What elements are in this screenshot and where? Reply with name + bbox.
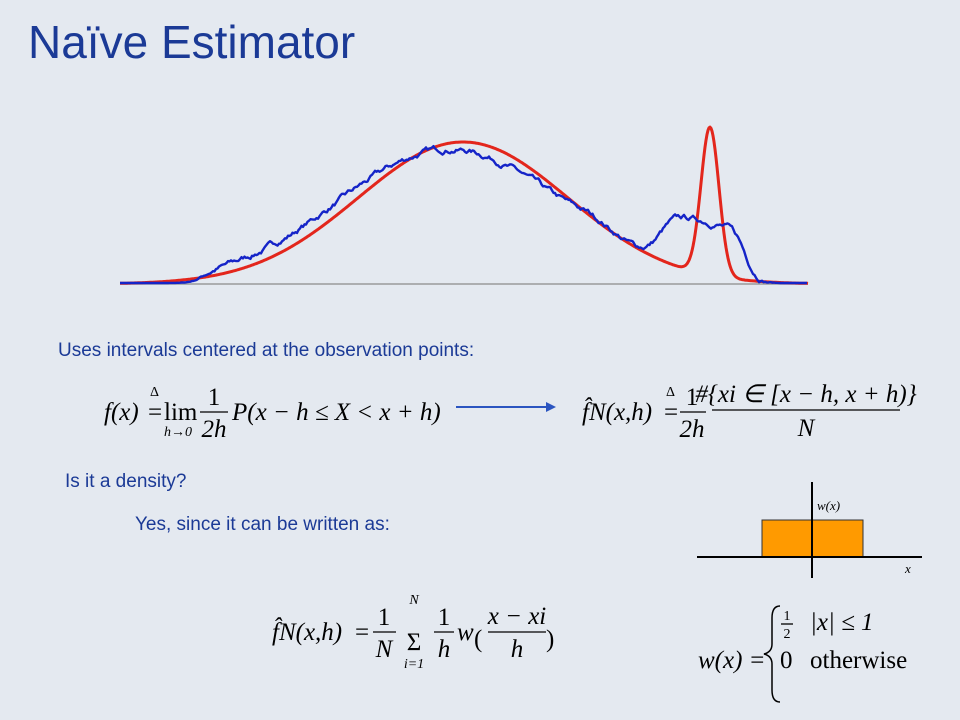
math: Σ: [407, 629, 422, 656]
math: w: [457, 619, 474, 646]
intro-text: Uses intervals centered at the observati…: [58, 340, 474, 361]
answer-text: Yes, since it can be written as:: [135, 514, 390, 535]
math: N: [375, 636, 394, 663]
math: 2h: [202, 416, 227, 443]
axis-label: w(x): [817, 498, 840, 513]
math: #{xi ∈ [x − h, x + h)}: [695, 381, 916, 408]
math: N: [408, 593, 419, 608]
math: otherwise: [810, 647, 907, 674]
axis-label: x: [904, 561, 911, 576]
math: |x| ≤ 1: [810, 609, 874, 636]
math: 1: [208, 384, 221, 411]
math: f̂N(x,h): [582, 397, 652, 426]
math: =: [664, 399, 678, 426]
math: lim: [164, 399, 198, 426]
math: =: [148, 399, 162, 426]
math: x − xi: [487, 603, 547, 630]
true-density-curve: [119, 125, 809, 285]
math: w(x) =: [698, 647, 766, 674]
math: =: [355, 619, 369, 646]
math: i=1: [404, 657, 424, 672]
math: h→0: [164, 425, 192, 440]
naive-estimate-curve: [120, 145, 807, 285]
math: ): [546, 626, 554, 653]
math: (: [474, 626, 482, 653]
math: f̂N(x,h): [272, 617, 342, 646]
math: f(x): [104, 399, 139, 426]
math: 1: [438, 604, 451, 631]
math: Δ: [150, 385, 159, 400]
density-illustration: [119, 125, 809, 285]
arrow-head: [546, 402, 556, 412]
math: 2: [784, 627, 791, 642]
math: P(x − h ≤ X < x + h): [231, 399, 441, 426]
math: 0: [780, 647, 793, 674]
question-text: Is it a density?: [65, 471, 186, 492]
math: 2h: [680, 416, 705, 443]
math: 1: [784, 609, 791, 624]
math: 1: [686, 384, 699, 411]
math: h: [511, 636, 524, 663]
brace: [763, 605, 781, 703]
math: 1: [378, 604, 391, 631]
math: h: [438, 636, 451, 663]
math: Δ: [666, 385, 675, 400]
title: Naïve Estimator: [28, 16, 355, 68]
math: N: [797, 415, 816, 442]
